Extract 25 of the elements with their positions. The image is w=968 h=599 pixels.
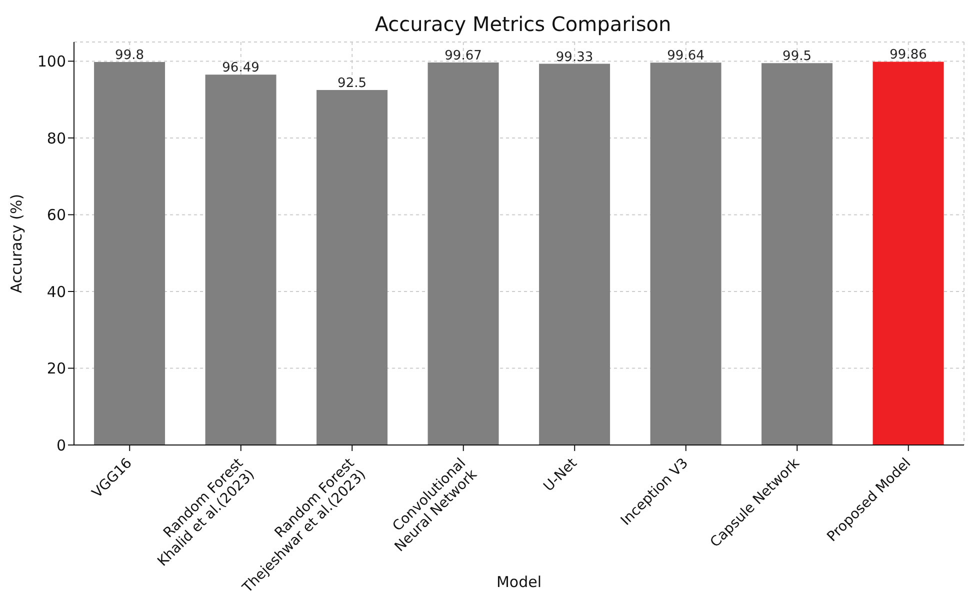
bar [762,63,833,445]
bar [539,64,610,445]
y-axis-title: Accuracy (%) [7,194,26,294]
y-tick-label: 40 [46,282,66,301]
bar [872,62,944,445]
data-label: 99.64 [667,48,704,64]
bar [205,74,276,445]
y-tick-label: 80 [46,129,66,148]
bar [428,62,499,445]
data-label: 99.5 [782,49,812,64]
y-tick-label: 60 [46,206,66,224]
data-label: 99.33 [556,50,594,65]
y-tick-label: 100 [37,52,66,71]
bar [316,90,388,445]
x-axis-title: Model [496,573,542,591]
data-label: 92.5 [338,76,366,91]
bar [650,62,722,445]
data-label: 99.86 [890,48,927,63]
chart-title: Accuracy Metrics Comparison [374,12,672,36]
bar [94,62,166,445]
data-label: 99.67 [444,48,482,64]
y-tick-label: 0 [56,436,66,454]
data-label: 99.8 [115,48,144,63]
data-label: 96.49 [222,60,260,76]
y-tick-label: 20 [46,360,66,378]
